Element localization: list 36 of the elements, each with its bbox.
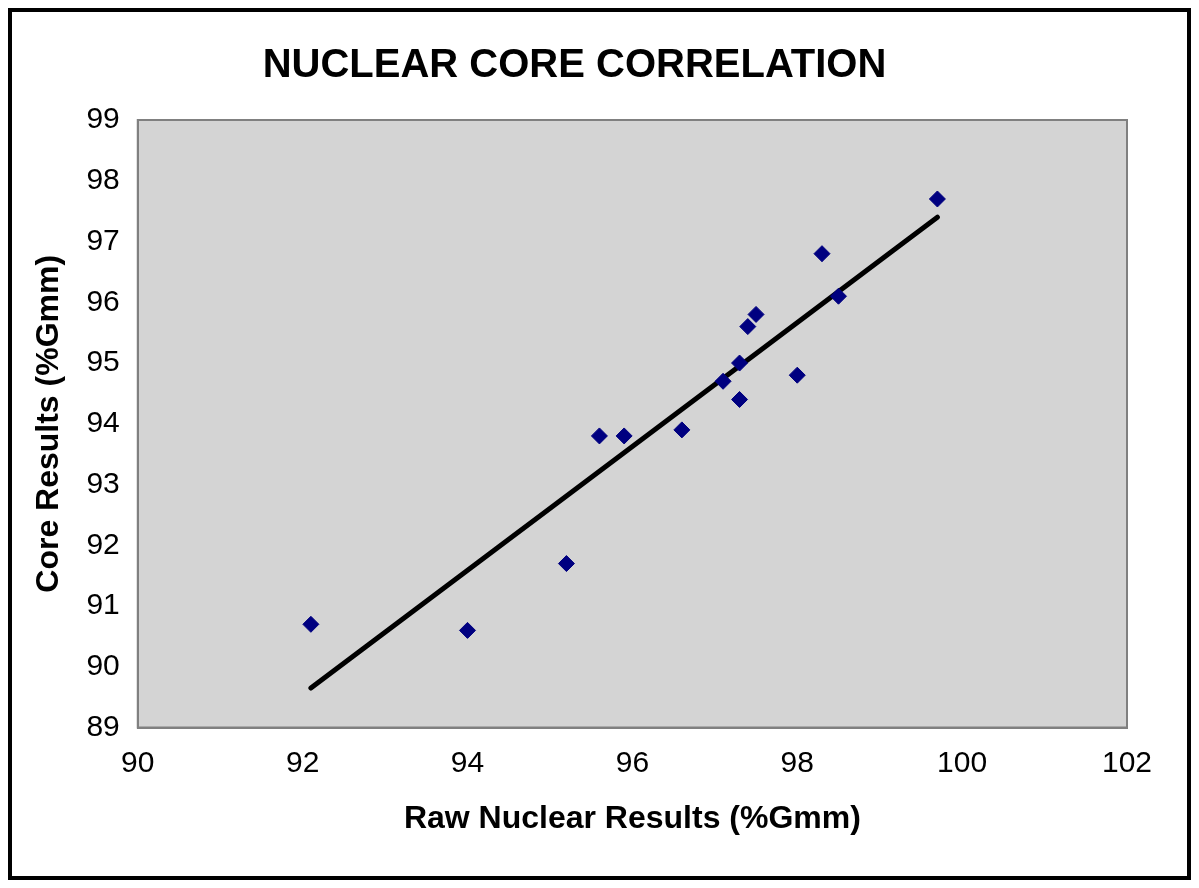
y-tick-label: 93 [86, 465, 120, 499]
x-tick-label: 94 [450, 744, 485, 778]
x-tick-label: 90 [121, 744, 155, 778]
point [928, 190, 946, 208]
chart-title: NUCLEAR CORE CORRELATION [262, 41, 887, 86]
point [459, 621, 477, 639]
y-tick-label: 97 [86, 222, 120, 256]
x-tick-label: 96 [615, 744, 650, 778]
x-tick-label: 92 [285, 744, 320, 778]
y-tick-label: 99 [86, 101, 120, 135]
x-tick-label: 98 [780, 744, 814, 778]
y-tick-label: 96 [86, 283, 120, 317]
x-tick-label: 100 [937, 744, 988, 778]
point [829, 287, 847, 305]
point [590, 427, 608, 445]
point [557, 555, 575, 573]
point [788, 366, 806, 384]
y-axis-title: Core Results (%Gmm) [29, 254, 66, 593]
point [739, 318, 757, 336]
point [731, 354, 749, 372]
x-tick-label: 102 [1101, 744, 1153, 778]
y-tick-label: 98 [86, 162, 120, 196]
point [615, 427, 633, 445]
y-tick-label: 92 [86, 526, 120, 560]
x-axis-title: Raw Nuclear Results (%Gmm) [403, 798, 861, 835]
point [302, 615, 320, 633]
point [714, 372, 732, 390]
y-tick-label: 90 [86, 648, 120, 682]
point [731, 391, 749, 408]
y-tick-label: 95 [86, 344, 120, 378]
point [673, 421, 691, 439]
point [747, 305, 765, 323]
y-tick-label: 89 [86, 708, 120, 742]
y-tick-label: 91 [86, 587, 120, 621]
y-tick-label: 94 [86, 405, 120, 439]
point [813, 245, 831, 263]
